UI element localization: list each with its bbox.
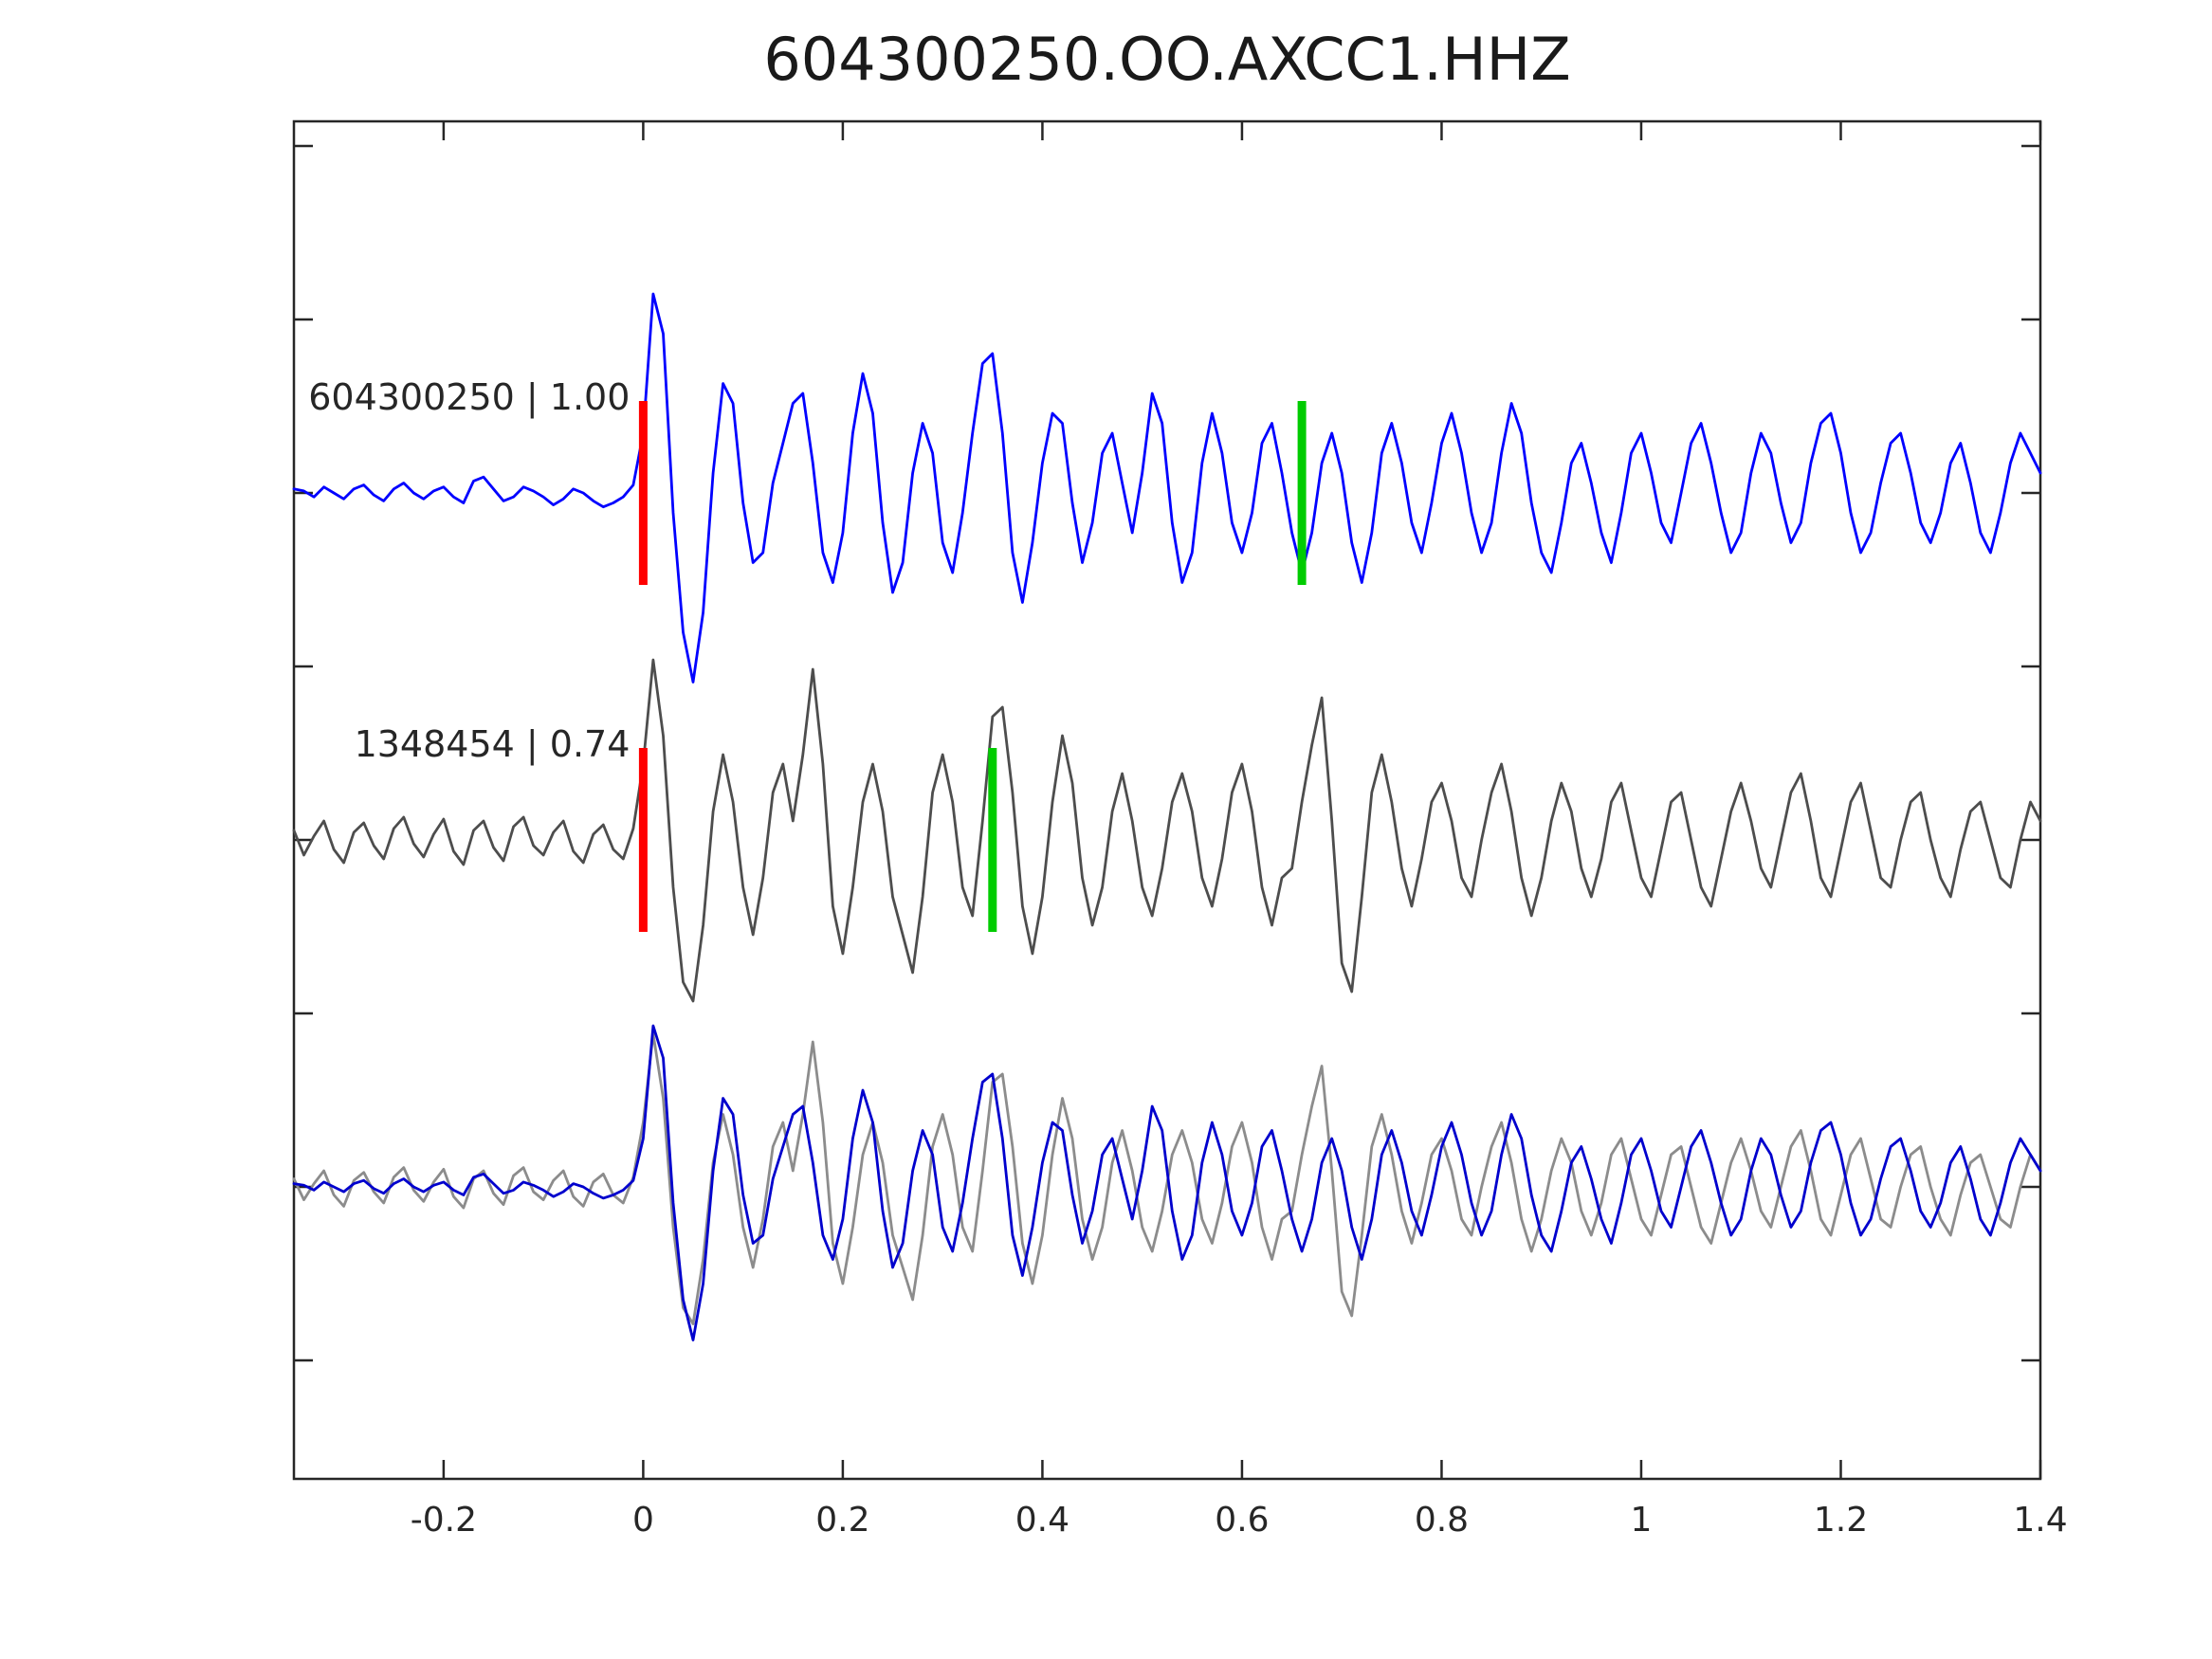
waveform-detection-row2	[292, 658, 2042, 1003]
x-tick-label: 0.6	[1215, 1501, 1269, 1540]
waveform-detection-row3	[292, 1032, 2042, 1325]
x-tick-label: 1.2	[1814, 1501, 1868, 1540]
x-tick-label: 0	[632, 1501, 654, 1540]
x-tick-label: 0.2	[815, 1501, 869, 1540]
x-tick-label: 1	[1631, 1501, 1653, 1540]
x-tick-label: 0.8	[1415, 1501, 1469, 1540]
x-tick-label: -0.2	[411, 1501, 477, 1540]
plot-border	[292, 119, 2042, 1481]
x-tick-label: 1.4	[2013, 1501, 2067, 1540]
waveform-template-row1	[292, 292, 2042, 684]
trace-label-row1: 604300250 | 1.00	[308, 376, 630, 419]
trace-label-row2: 1348454 | 0.74	[355, 723, 631, 766]
waveform-template-row3	[292, 1024, 2042, 1341]
chart-title: 604300250.OO.AXCC1.HHZ	[763, 25, 1571, 94]
x-tick-label: 0.4	[1015, 1501, 1069, 1540]
